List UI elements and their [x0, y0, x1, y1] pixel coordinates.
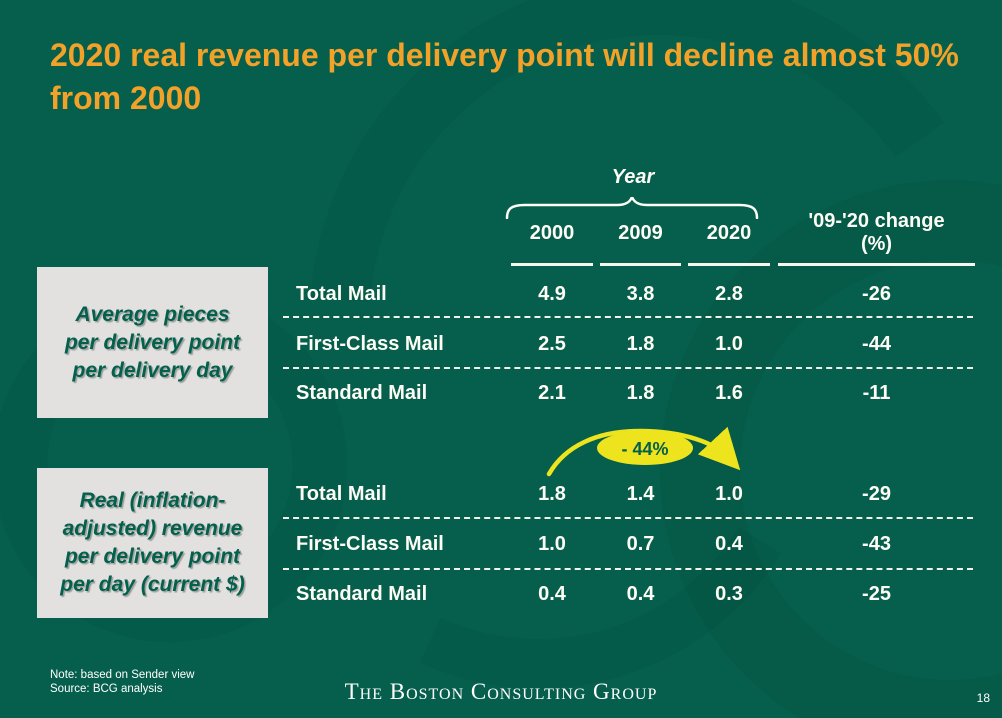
page-number: 18	[976, 691, 990, 705]
change-header-line1: '09-'20 change	[808, 210, 945, 232]
year-brace	[505, 197, 759, 219]
row-separator	[283, 367, 973, 369]
change-header-line2: (%)	[860, 233, 893, 255]
cell-value: 1.4	[626, 483, 655, 505]
row-label-standard-mail: Standard Mail	[296, 382, 428, 404]
cell-value: 2.1	[538, 382, 566, 404]
group1-label-line3: per delivery day	[72, 358, 233, 382]
group2-label-line2: adjusted) revenue	[62, 517, 243, 540]
cell-change: -44	[862, 333, 891, 355]
group2-label-line1: Real (inflation-	[79, 489, 226, 512]
cell-value: 1.0	[715, 333, 743, 355]
column-header-2009: 2009	[618, 222, 663, 244]
group-label-average-pieces: Average pieces per delivery point per de…	[37, 267, 268, 418]
cell-value: 1.8	[538, 483, 566, 505]
cell-value: 1.8	[626, 333, 655, 355]
group2-label-line4: per day (current $)	[60, 573, 245, 596]
row-label-total-mail: Total Mail	[296, 283, 387, 305]
group-label-real-revenue: Real (inflation- adjusted) revenue per d…	[37, 468, 268, 618]
header-rule-2000	[511, 263, 593, 266]
decline-percentage: - 44%	[621, 439, 668, 459]
column-header-2020: 2020	[706, 222, 752, 244]
cell-value: 2.8	[715, 283, 743, 305]
footnote: Note: based on Sender view Source: BCG a…	[50, 669, 194, 696]
row-label-standard-mail: Standard Mail	[296, 583, 428, 605]
row-separator	[283, 568, 973, 570]
column-header-2000: 2000	[529, 222, 575, 244]
cell-value: 0.4	[626, 583, 655, 605]
cell-value: 1.0	[538, 533, 566, 555]
group1-label-line2: per delivery point	[64, 330, 241, 354]
row-separator	[283, 517, 973, 519]
row-label-first-class-mail: First-Class Mail	[296, 333, 444, 355]
cell-change: -25	[862, 583, 891, 605]
row-label-first-class-mail: First-Class Mail	[296, 533, 444, 555]
cell-value: 0.7	[626, 533, 655, 555]
header-rule-2020	[688, 263, 770, 266]
cell-value: 1.0	[715, 483, 743, 505]
cell-change: -29	[862, 483, 891, 505]
decline-oval	[597, 431, 693, 465]
cell-change: -11	[862, 382, 891, 404]
cell-value: 1.8	[626, 382, 655, 404]
cell-value: 2.5	[538, 333, 566, 355]
cell-value: 3.8	[626, 283, 655, 305]
cell-value: 0.4	[715, 533, 743, 555]
group1-label-line1: Average pieces	[75, 302, 230, 326]
column-header-change: '09-'20 change (%)	[778, 210, 975, 256]
bcg-logo: The Boston Consulting Group	[344, 679, 658, 704]
cell-value: 1.6	[715, 382, 743, 404]
cell-value: 0.3	[715, 583, 743, 605]
decline-annotation: - 44%	[546, 426, 741, 477]
decline-arrow	[546, 426, 741, 477]
group2-label-line3: per delivery point	[64, 545, 241, 568]
header-rule-2009	[600, 263, 681, 266]
header-rule-change	[778, 263, 975, 266]
slide-title: 2020 real revenue per delivery point wil…	[50, 37, 959, 117]
cell-change: -26	[862, 283, 891, 305]
year-axis-label: Year	[611, 166, 655, 188]
cell-change: -43	[862, 533, 891, 555]
row-label-total-mail: Total Mail	[296, 483, 387, 505]
cell-value: 4.9	[538, 283, 566, 305]
row-separator	[283, 316, 973, 318]
note-line: Note: based on Sender view	[50, 669, 195, 681]
source-line: Source: BCG analysis	[50, 682, 163, 695]
cell-value: 0.4	[538, 583, 566, 605]
